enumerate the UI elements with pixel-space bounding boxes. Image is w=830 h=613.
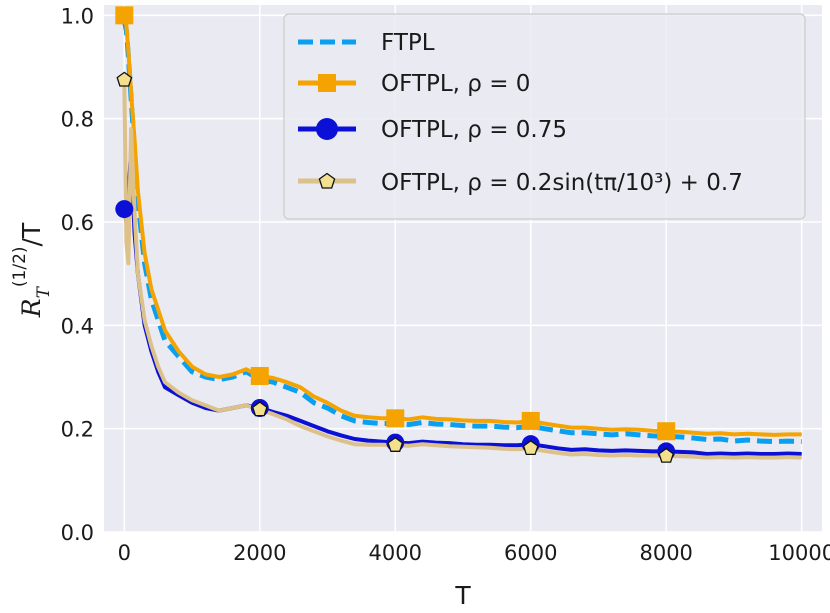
x-tick-label: 4000: [369, 541, 422, 565]
x-tick-label: 10000: [768, 541, 830, 565]
x-axis-ticks: 0 2000 4000 6000 8000 10000: [118, 541, 830, 565]
marker-pentagon: [387, 436, 404, 452]
legend-item-oftpl-sin: OFTPL, ρ = 0.2sin(tπ/10³) + 0.7: [298, 170, 743, 196]
series-line-3: [122, 79, 802, 460]
series-lines: [121, 14, 802, 460]
marker-square: [250, 366, 269, 385]
y-tick-label: 1.0: [61, 4, 94, 28]
x-axis-label: T: [454, 581, 471, 610]
legend-marker-pentagon: [318, 172, 336, 189]
y-label-div: /T: [17, 222, 46, 246]
legend-marker-square: [318, 74, 336, 92]
series-line-2: [122, 147, 802, 456]
legend-label-oftpl-rho075: OFTPL, ρ = 0.75: [381, 117, 567, 143]
legend-item-oftpl-rho0: OFTPL, ρ = 0: [298, 71, 530, 97]
y-tick-label: 0.6: [61, 211, 94, 235]
series-markers: [115, 6, 676, 463]
x-tick-label: 6000: [504, 541, 557, 565]
y-axis-label: RT (1/2)/T: [10, 222, 54, 318]
marker-square: [115, 6, 134, 25]
x-tick-label: 8000: [639, 541, 692, 565]
marker-square: [521, 411, 540, 430]
marker-pentagon: [251, 401, 268, 417]
y-tick-label: 0.0: [61, 521, 94, 545]
legend-label-oftpl-sin: OFTPL, ρ = 0.2sin(tπ/10³) + 0.7: [381, 170, 743, 196]
marker-pentagon: [522, 439, 539, 456]
x-tick-label: 0: [118, 541, 131, 565]
marker-pentagon: [658, 447, 675, 463]
y-tick-label: 0.2: [61, 418, 94, 442]
svg-text:RT(1/2)/T: RT (1/2)/T: [10, 222, 54, 318]
series-line-0: [121, 20, 802, 445]
legend-label-oftpl-rho0: OFTPL, ρ = 0: [381, 71, 530, 97]
y-label-sup: (1/2): [10, 246, 30, 287]
legend-label-sin-text: OFTPL, ρ = 0.2sin(tπ/10³) + 0.7: [381, 170, 743, 196]
marker-square: [386, 409, 405, 428]
x-tick-label: 2000: [233, 541, 286, 565]
legend-box: [283, 13, 806, 220]
legend-item-oftpl-rho075: OFTPL, ρ = 0.75: [298, 117, 567, 143]
legend-marker-circle: [316, 118, 338, 140]
marker-pentagon: [116, 71, 133, 87]
marker-circle: [115, 200, 134, 219]
legend-item-ftpl: FTPL: [298, 30, 435, 56]
legend: FTPL OFTPL, ρ = 0 OFTPL, ρ = 0.75 OFTPL,…: [283, 13, 806, 220]
legend-label-ftpl: FTPL: [381, 30, 435, 56]
y-tick-label: 0.4: [61, 314, 94, 338]
y-label-sub: T: [34, 285, 54, 298]
marker-square: [657, 422, 676, 441]
y-axis-ticks: 0.0 0.2 0.4 0.6 0.8 1.0: [61, 4, 94, 545]
series-line-1: [122, 14, 802, 437]
y-tick-label: 0.8: [61, 108, 94, 132]
y-label-r: R: [17, 298, 46, 318]
